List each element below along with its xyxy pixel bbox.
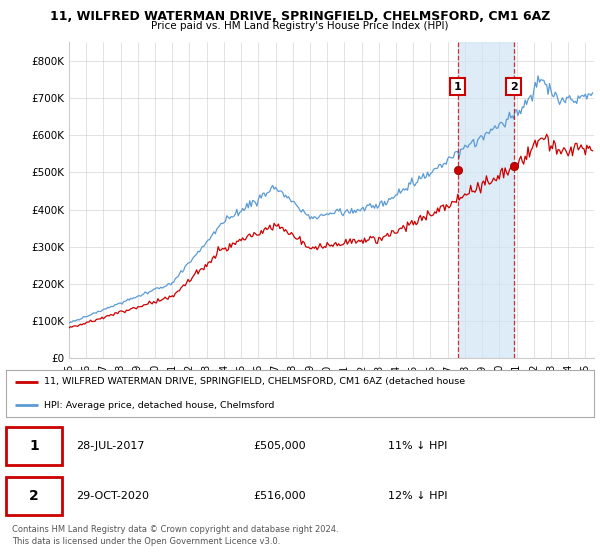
Text: 1: 1	[454, 82, 461, 92]
FancyBboxPatch shape	[6, 477, 62, 515]
Text: 28-JUL-2017: 28-JUL-2017	[77, 441, 145, 451]
Text: 29-OCT-2020: 29-OCT-2020	[77, 491, 149, 501]
Text: 2: 2	[510, 82, 517, 92]
Text: 11% ↓ HPI: 11% ↓ HPI	[388, 441, 448, 451]
Text: 12% ↓ HPI: 12% ↓ HPI	[388, 491, 448, 501]
Text: 11, WILFRED WATERMAN DRIVE, SPRINGFIELD, CHELMSFORD, CM1 6AZ: 11, WILFRED WATERMAN DRIVE, SPRINGFIELD,…	[50, 10, 550, 22]
Text: 11, WILFRED WATERMAN DRIVE, SPRINGFIELD, CHELMSFORD, CM1 6AZ (detached house: 11, WILFRED WATERMAN DRIVE, SPRINGFIELD,…	[44, 377, 466, 386]
Text: £505,000: £505,000	[253, 441, 305, 451]
Text: £516,000: £516,000	[253, 491, 305, 501]
Bar	[458, 42, 514, 358]
Text: 1: 1	[29, 439, 39, 452]
Text: Contains HM Land Registry data © Crown copyright and database right 2024.
This d: Contains HM Land Registry data © Crown c…	[12, 525, 338, 546]
Text: Price paid vs. HM Land Registry's House Price Index (HPI): Price paid vs. HM Land Registry's House …	[151, 21, 449, 31]
Text: 2: 2	[29, 489, 39, 503]
FancyBboxPatch shape	[6, 427, 62, 465]
Text: HPI: Average price, detached house, Chelmsford: HPI: Average price, detached house, Chel…	[44, 401, 275, 410]
